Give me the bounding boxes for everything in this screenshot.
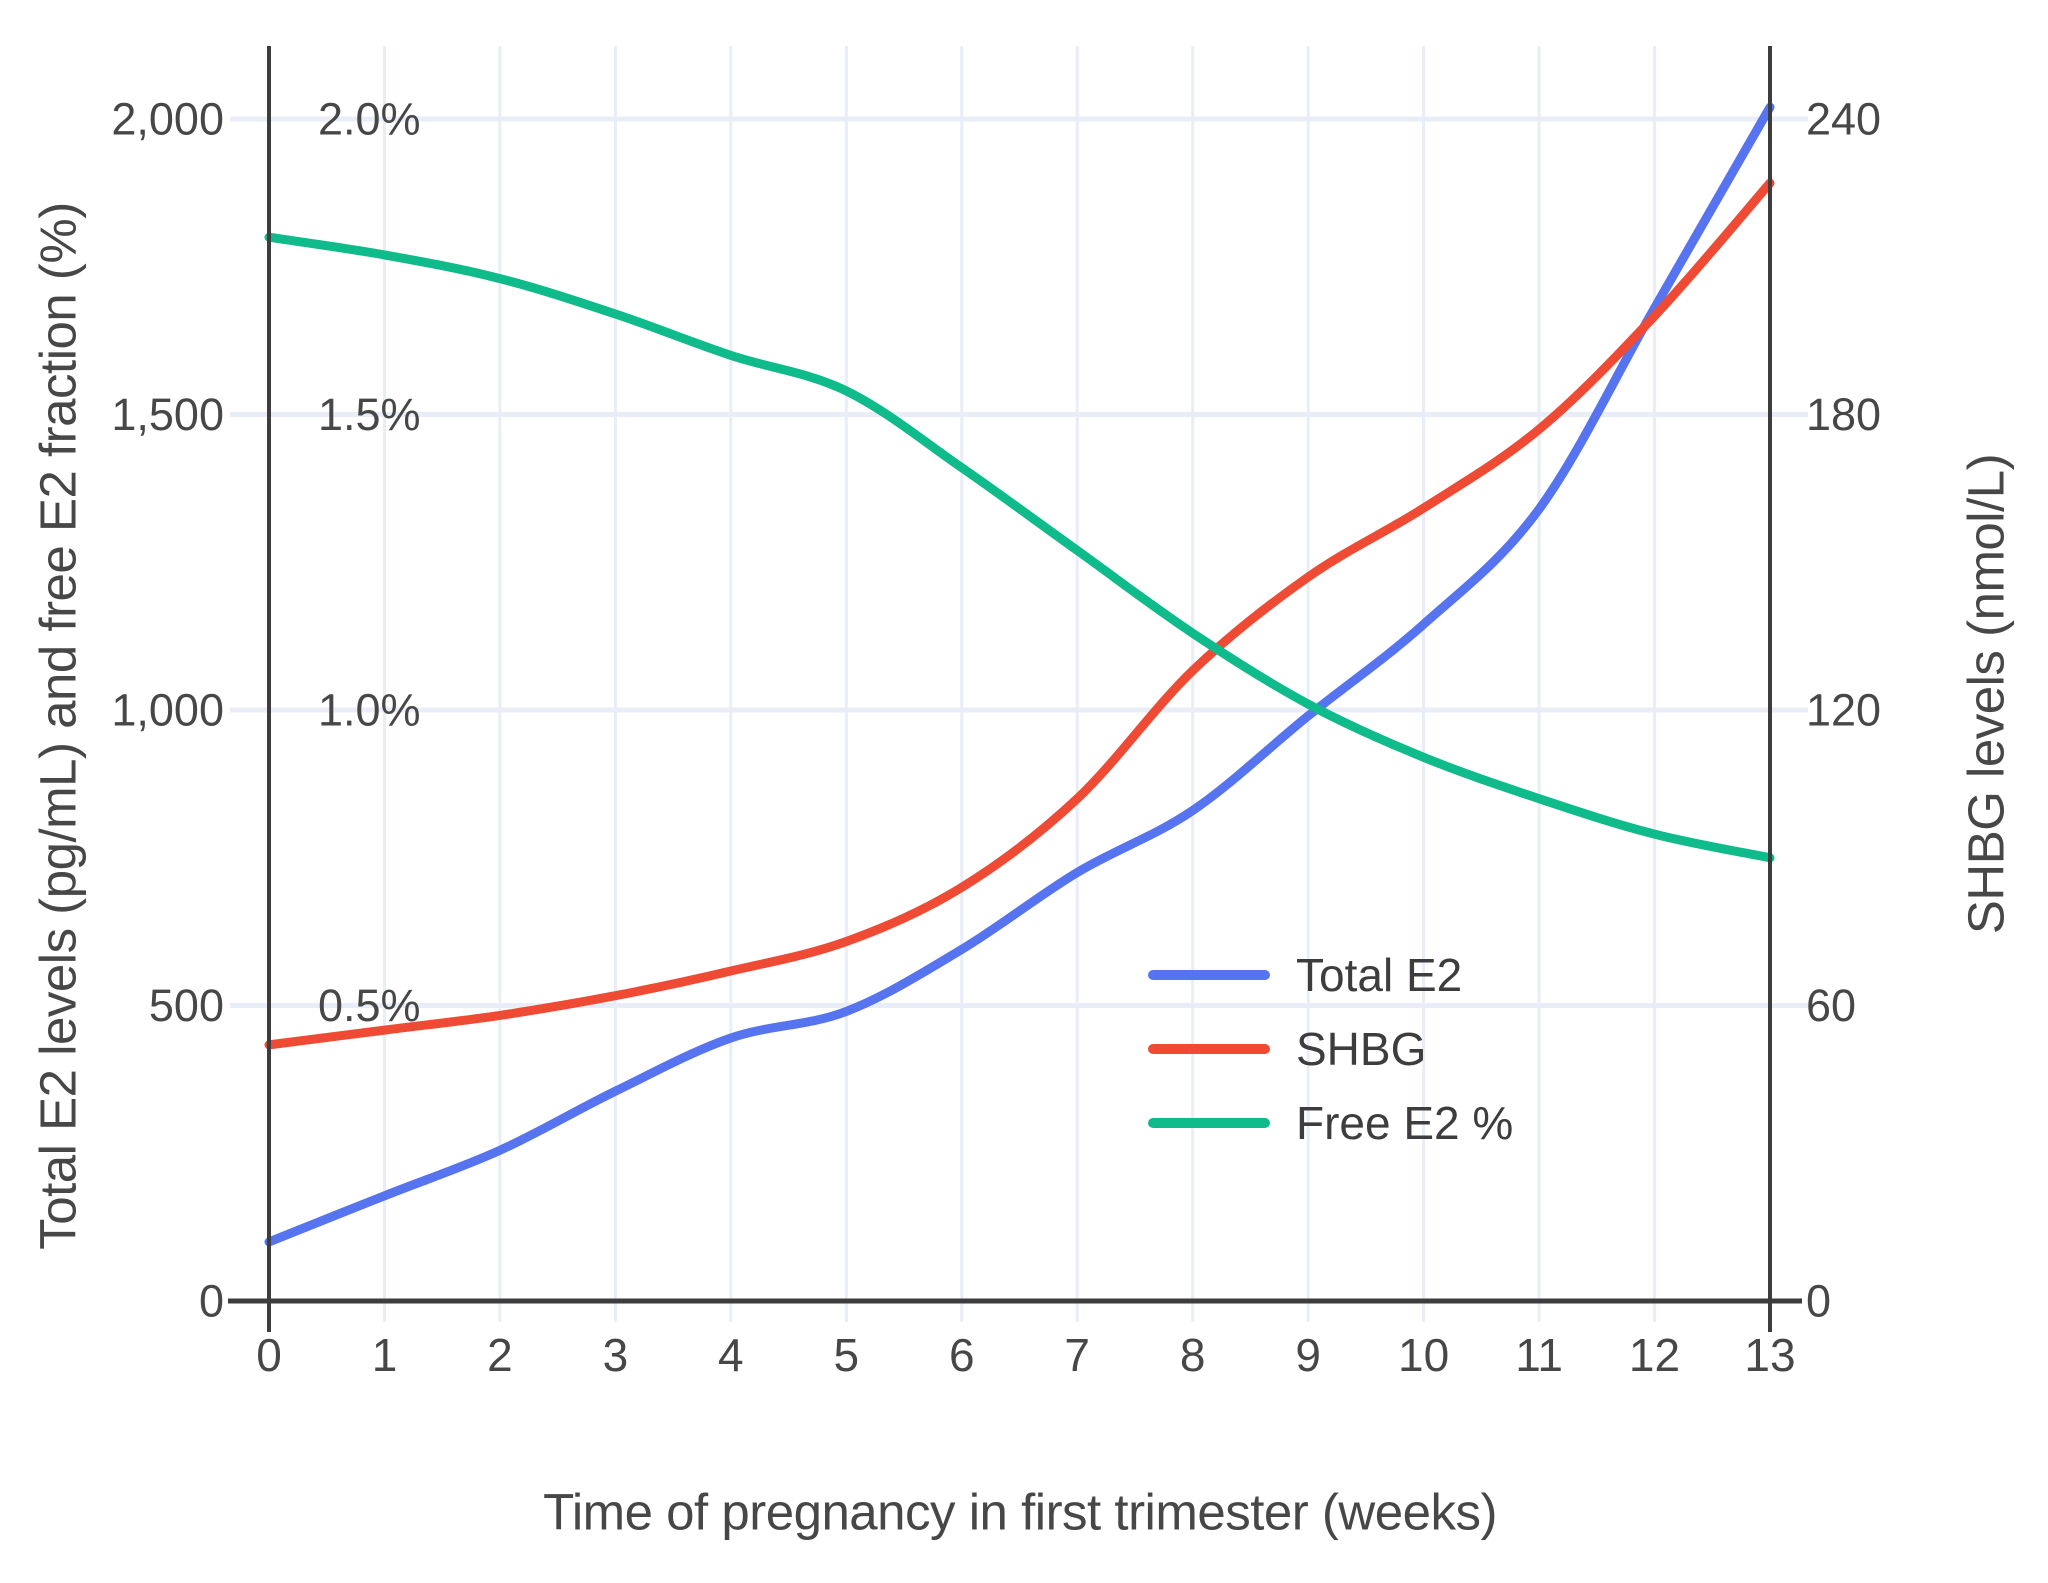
legend-swatch-free-e2-line (1148, 1118, 1270, 1128)
x-tick-label: 0 (256, 1329, 282, 1381)
x-tick-label: 6 (949, 1329, 975, 1381)
y-axis-title-right: SHBG levels (nmol/L) (1957, 453, 2015, 935)
x-tick-label: 9 (1295, 1329, 1321, 1381)
x-axis-title: Time of pregnancy in first trimester (we… (543, 1483, 1497, 1541)
x-tick-label: 12 (1629, 1329, 1680, 1381)
y-right-tick-label: 120 (1806, 685, 1881, 736)
x-tick-label: 5 (834, 1329, 860, 1381)
pct-tick-label: 0.5% (318, 980, 421, 1031)
x-tick-label: 13 (1744, 1329, 1795, 1381)
legend-swatch-total-e2-line (1148, 970, 1270, 980)
y-right-tick-label: 240 (1806, 94, 1881, 145)
pct-tick-label: 1.5% (318, 389, 421, 440)
x-tick-label: 3 (603, 1329, 629, 1381)
y-right-tick-label: 0 (1806, 1276, 1831, 1327)
x-tick-label: 4 (718, 1329, 744, 1381)
legend-swatch-shbg-line (1148, 1044, 1270, 1054)
y-right-tick-label: 60 (1806, 980, 1856, 1031)
pct-tick-label: 1.0% (318, 685, 421, 736)
x-tick-label: 2 (487, 1329, 513, 1381)
pct-tick-label: 2.0% (318, 94, 421, 145)
legend-item-shbg[interactable]: SHBG (1148, 1012, 1513, 1086)
legend: Total E2 SHBG Free E2 % (1148, 938, 1513, 1160)
y-axis-title-left: Total E2 levels (pg/mL) and free E2 frac… (29, 202, 87, 1250)
total-e2-line (264, 102, 1775, 1247)
y-left-tick-label: 1,000 (111, 685, 224, 736)
shbg-line (264, 178, 1775, 1050)
x-tick-label: 8 (1180, 1329, 1206, 1381)
legend-label-shbg: SHBG (1296, 1023, 1427, 1075)
y-left-tick-label: 1,500 (111, 389, 224, 440)
y-left-tick-label: 0 (199, 1276, 224, 1327)
legend-label-free-e2: Free E2 % (1296, 1097, 1514, 1149)
x-tick-label: 7 (1064, 1329, 1090, 1381)
free-e2-line (264, 232, 1775, 863)
y-right-tick-label: 180 (1806, 389, 1881, 440)
legend-item-total-e2[interactable]: Total E2 (1148, 938, 1513, 1012)
legend-item-free-e2[interactable]: Free E2 % (1148, 1086, 1513, 1160)
x-tick-label: 10 (1398, 1329, 1449, 1381)
x-tick-label: 11 (1515, 1329, 1563, 1381)
legend-label-total-e2: Total E2 (1296, 949, 1463, 1001)
y-left-tick-label: 500 (149, 980, 224, 1031)
y-left-tick-label: 2,000 (111, 94, 224, 145)
x-tick-label: 1 (372, 1329, 398, 1381)
